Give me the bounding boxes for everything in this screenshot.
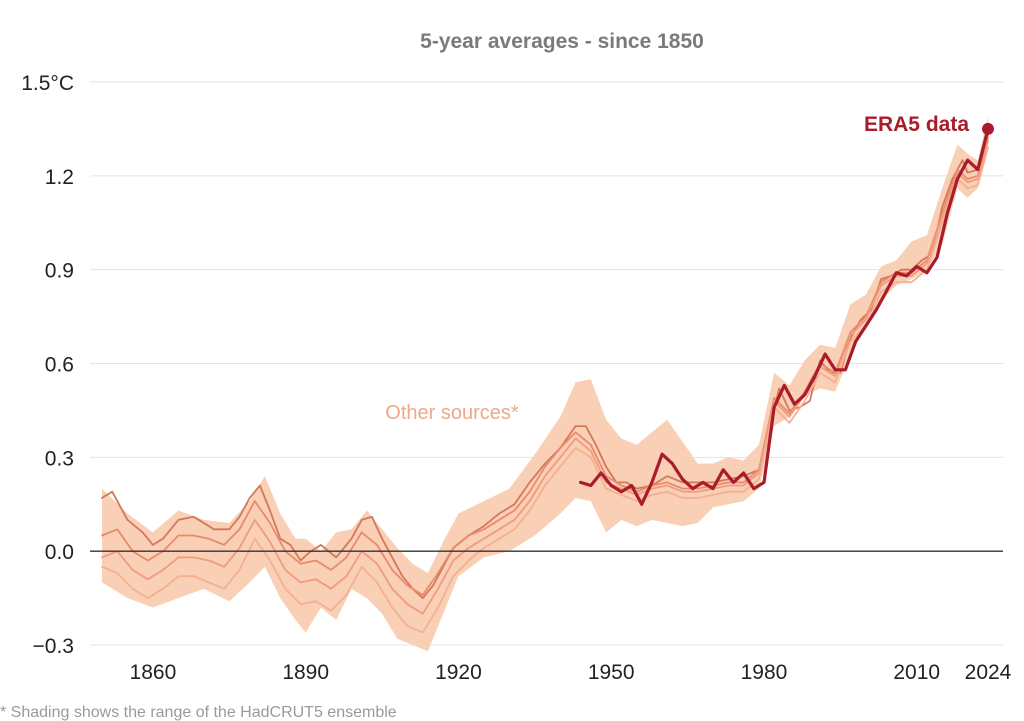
other-sources-band [102,116,988,652]
temperature-chart: 5-year averages - since 1850 1.5°C 1.2 0.9… [21,30,1012,684]
x-tick-label: 1860 [130,661,177,684]
annotations: ERA5 data Other sources* [385,113,969,424]
x-tick-label: 2024 [965,661,1012,684]
other-source-line [101,137,989,596]
series-lines-layer [101,122,994,634]
era5-endpoint-marker [982,122,994,135]
x-tick-label: 1950 [588,661,635,684]
x-tick-label: 1890 [282,661,329,684]
other-source-line [101,146,989,634]
chart-title: 5-year averages - since 1850 [420,30,704,53]
y-tick-label: 0.3 [45,447,74,470]
x-tick-label: 1920 [435,661,482,684]
y-axis: 1.5°C 1.2 0.9 0.6 0.3 0.0 −0.3 [21,72,74,658]
y-tick-label: 0.9 [45,260,74,283]
y-tick-label: 0.6 [45,354,74,377]
era5-label: ERA5 data [864,113,969,136]
x-tick-label: 2010 [893,661,940,684]
y-tick-label: −0.3 [33,635,74,658]
x-axis: 1860 1890 1920 1950 1980 2010 2024 [130,661,1012,684]
y-tick-label: 0.0 [45,541,74,564]
y-tick-label: 1.2 [45,166,74,189]
x-tick-label: 1980 [741,661,788,684]
y-tick-label: 1.5°C [21,72,74,95]
era5-line [579,127,990,506]
footnote: * Shading shows the range of the HadCRUT… [0,704,397,721]
other-sources-label: Other sources* [385,402,519,424]
other-sources-band-layer [102,116,988,652]
other-source-line [101,140,989,615]
